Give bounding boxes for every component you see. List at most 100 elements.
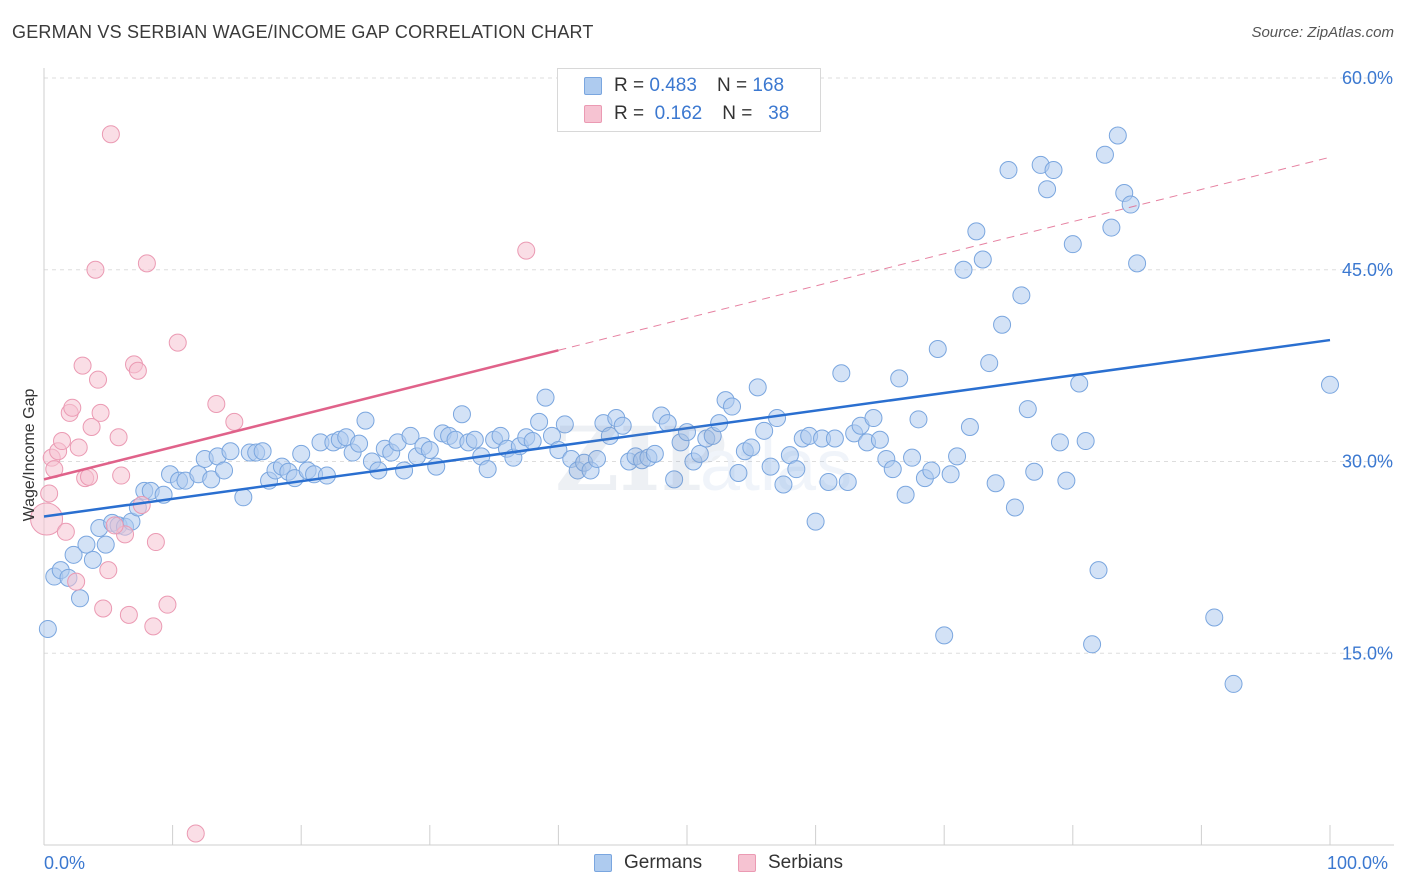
legend-item-serbians[interactable]: Serbians (738, 852, 843, 874)
serbian-point (86, 260, 105, 279)
svg-text:atlas: atlas (700, 426, 852, 506)
german-point (1063, 235, 1082, 254)
german-point (1076, 432, 1095, 451)
r-label: R = (614, 103, 645, 124)
german-point (825, 429, 844, 448)
chart-title: GERMAN VS SERBIAN WAGE/INCOME GAP CORREL… (12, 22, 594, 42)
german-point (1321, 375, 1339, 394)
german-point (723, 397, 742, 416)
serbian-point (89, 370, 108, 389)
serbian-points-group (30, 125, 536, 843)
german-point (1095, 145, 1114, 164)
german-point (1044, 161, 1063, 180)
german-point (1089, 561, 1108, 580)
y-tick-label: 30.0% (1342, 452, 1393, 472)
german-point (1083, 635, 1102, 654)
german-point (1108, 126, 1127, 145)
serbian-point (69, 438, 88, 457)
y-tick-label: 15.0% (1342, 643, 1393, 663)
legend-germans-label: Germans (624, 852, 703, 873)
serbian-point (144, 617, 163, 636)
y-axis-label: Wage/Income Gap (21, 388, 38, 522)
german-point (890, 369, 909, 388)
zipatlas-watermark: ZIP atlas (555, 407, 852, 511)
serbian-point (73, 356, 92, 375)
german-point (903, 448, 922, 467)
r-value: 0.483 (649, 75, 697, 96)
serbian-point (91, 403, 110, 422)
serbian-point (517, 241, 536, 260)
serbian-point (119, 605, 138, 624)
german-point (1205, 608, 1224, 627)
german-point (973, 250, 992, 269)
german-point (980, 354, 999, 373)
german-point (1224, 674, 1243, 693)
german-point (1025, 462, 1044, 481)
german-point (587, 449, 606, 468)
german-point (317, 466, 336, 485)
series-legend: Germans Serbians (0, 852, 1406, 878)
german-point (77, 535, 96, 554)
german-point (787, 460, 806, 479)
german-point (729, 464, 748, 483)
german-point (202, 470, 221, 489)
german-points-group (38, 126, 1339, 693)
german-point (870, 430, 889, 449)
german-point (555, 415, 574, 434)
serbian-point (101, 125, 120, 144)
german-point (941, 465, 960, 484)
serbian-point (207, 394, 226, 413)
german-point (935, 626, 954, 645)
german-point (748, 378, 767, 397)
serbian-point (186, 824, 205, 843)
german-point (967, 222, 986, 241)
y-tick-labels: 15.0% 30.0% 45.0% 60.0% (1342, 68, 1393, 663)
german-point (954, 260, 973, 279)
german-point (1128, 254, 1147, 273)
serbian-point (30, 502, 64, 536)
serbian-trend-extension (558, 156, 1331, 351)
serbian-point (56, 522, 75, 541)
german-point (909, 410, 928, 429)
german-point (761, 457, 780, 476)
german-point (806, 512, 825, 531)
correlation-legend: R = 0.483 N = 168 R = 0.162 N = 38 (557, 68, 821, 132)
german-point (253, 442, 272, 461)
legend-serbians-label: Serbians (768, 852, 843, 873)
german-point (64, 545, 83, 564)
serbian-point (158, 595, 177, 614)
german-point (838, 472, 857, 491)
serbian-point (109, 428, 128, 447)
serbian-point (168, 333, 187, 352)
germans-swatch (584, 77, 602, 95)
r-value: 0.162 (654, 103, 703, 124)
serbian-point (105, 516, 124, 535)
svg-text:ZIP: ZIP (555, 407, 727, 511)
german-point (1050, 433, 1069, 452)
legend-item-germans[interactable]: Germans (594, 852, 702, 874)
german-point (215, 461, 234, 480)
german-point (922, 461, 941, 480)
german-point (234, 488, 253, 507)
german-point (1005, 498, 1024, 517)
german-point (523, 432, 542, 451)
n-label: N = (722, 103, 753, 124)
german-point (1070, 374, 1089, 393)
german-point (755, 421, 774, 440)
n-value: 168 (752, 75, 785, 96)
german-point (1121, 195, 1140, 214)
n-label: N = (716, 75, 748, 96)
germans-swatch (594, 854, 612, 872)
german-point (1012, 286, 1031, 305)
german-point (452, 405, 471, 424)
german-point (395, 461, 414, 480)
serbian-point (53, 432, 72, 451)
german-point (768, 409, 787, 428)
chart-source: Source: ZipAtlas.com (1251, 24, 1394, 41)
german-point (478, 460, 497, 479)
serbian-point (63, 398, 82, 417)
serbians-swatch (584, 105, 602, 123)
german-point (71, 589, 90, 608)
german-point (1102, 218, 1121, 237)
german-point (613, 416, 632, 435)
